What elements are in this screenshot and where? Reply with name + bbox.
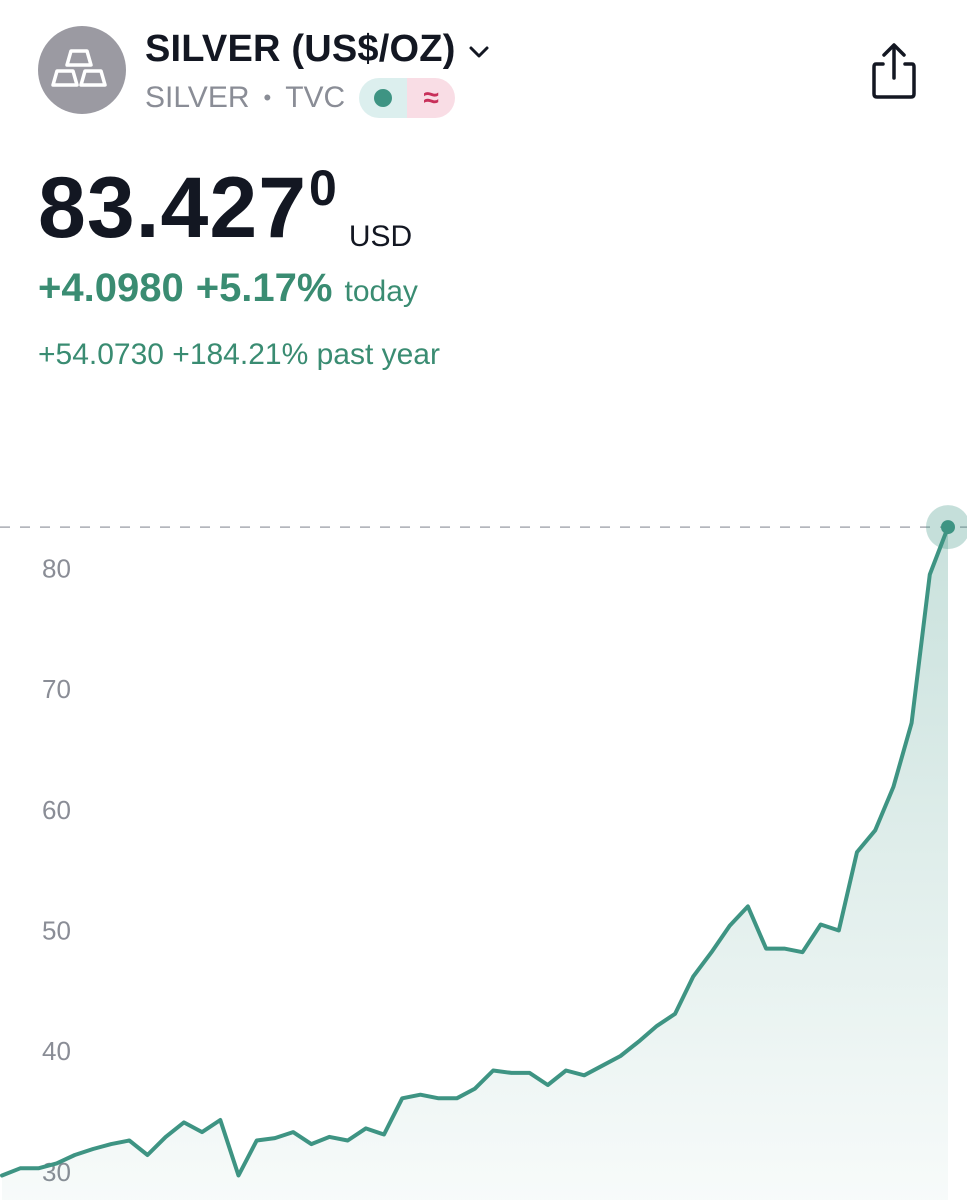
today-change: +4.0980 +5.17% today [38, 266, 418, 311]
last-price-dot [941, 520, 955, 535]
share-icon[interactable] [866, 40, 922, 102]
today-change-absolute: +4.0980 [38, 266, 184, 310]
price-superscript: 0 [309, 160, 337, 216]
y-tick-label: 70 [42, 674, 71, 704]
price-chart[interactable]: 304050607080 [0, 480, 967, 1200]
today-change-percent: +5.17% [195, 266, 333, 310]
separator-dot: • [263, 85, 272, 110]
year-change: +54.0730 +184.21% past year [38, 338, 440, 371]
price-area-fill [2, 527, 948, 1200]
symbol-subtitle: SILVER • TVC ≈ [145, 78, 456, 118]
y-tick-label: 40 [42, 1036, 71, 1066]
symbol-title-row[interactable]: SILVER (US$/OZ) [145, 28, 490, 71]
market-status-pill[interactable]: ≈ [359, 78, 456, 118]
live-dot-icon [374, 89, 393, 107]
price-line [0, 525, 950, 1178]
wave-icon: ≈ [423, 82, 439, 113]
today-label: today [344, 275, 418, 308]
symbol-avatar [38, 26, 126, 114]
ticker-label: SILVER [145, 81, 250, 114]
y-tick-label: 60 [42, 795, 71, 825]
exchange-label: TVC [285, 81, 346, 114]
y-tick-label: 50 [42, 916, 71, 946]
price-display: 83.427 0 USD [38, 158, 412, 258]
delayed-data-indicator: ≈ [407, 78, 456, 118]
chevron-down-icon[interactable] [468, 45, 490, 59]
symbol-title[interactable]: SILVER (US$/OZ) [145, 28, 456, 70]
silver-bars-icon [51, 49, 107, 87]
price-value: 83.427 [38, 160, 308, 256]
currency-label: USD [348, 220, 413, 253]
market-open-indicator [359, 78, 408, 118]
y-tick-label: 80 [42, 553, 71, 583]
